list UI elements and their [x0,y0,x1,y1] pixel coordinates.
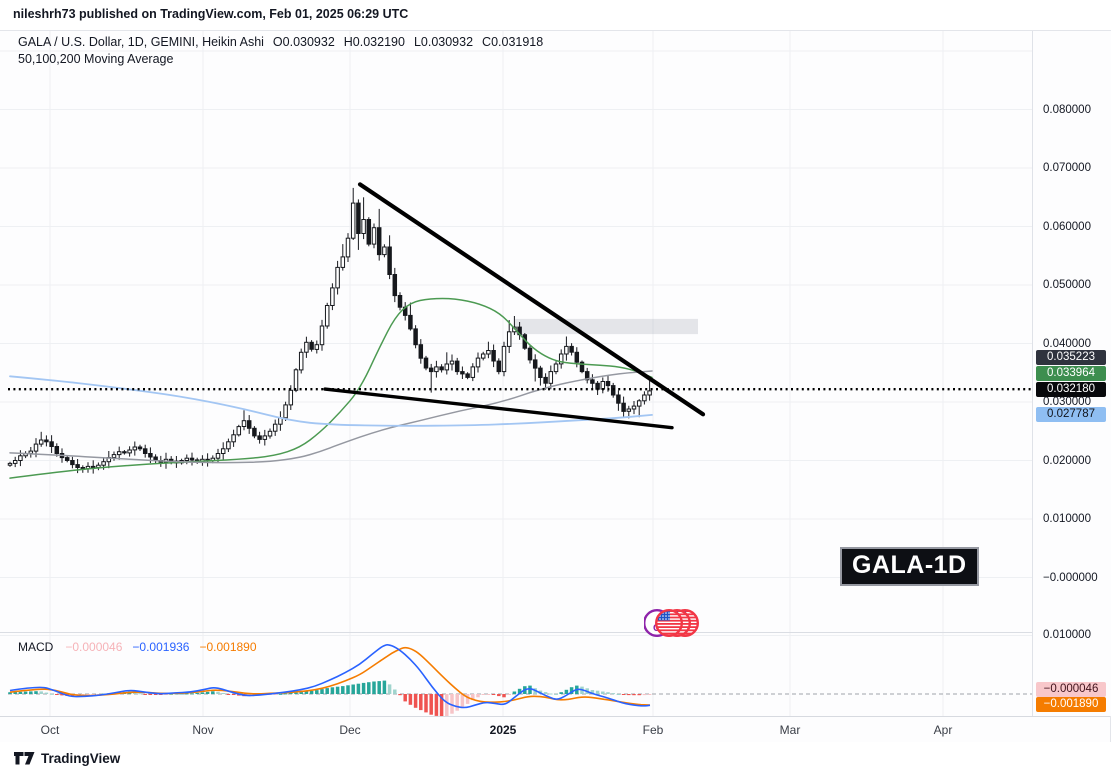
published-byline: nileshrh73 published on TradingView.com,… [13,7,409,21]
ohlc-high: H0.032190 [343,35,405,49]
price-tick-label: 0.040000 [1043,337,1091,350]
price-axis-badge: −0.001890 [1036,696,1106,712]
price-axis-badge: 0.035223 [1036,349,1106,365]
chart-legend: GALA / U.S. Dollar, 1D, GEMINI, Heikin A… [18,35,543,66]
price-tick-label: 0.020000 [1043,454,1091,467]
macd-legend-row[interactable]: MACD −0.000046 −0.001936 −0.001890 [18,640,277,654]
time-axis-scale[interactable]: Oct Nov Dec 2025 Feb Mar Apr [0,716,1110,744]
time-axis-label: Oct [40,723,60,737]
chart-container: GALA / U.S. Dollar, 1D, GEMINI, Heikin A… [0,30,1111,744]
macd-value: −0.001936 [132,640,190,654]
price-tick-label: 0.070000 [1043,162,1091,174]
price-axis-badge: 0.033964 [1036,365,1106,381]
footer-bar: TradingView [0,742,1119,777]
ohlc-close: C0.031918 [482,35,544,49]
usd-flag-icon [656,610,682,636]
publish-header: nileshrh73 published on TradingView.com,… [0,0,1119,30]
symbol-interval-watermark: GALA-1D [840,547,979,586]
price-tick-label: 0.060000 [1043,220,1091,233]
price-axis-badge: 0.032180 [1036,381,1106,397]
time-axis-label: Apr [933,723,953,737]
symbol-title: GALA / U.S. Dollar, 1D, GEMINI, Heikin A… [18,35,264,49]
tradingview-logo-icon [14,752,35,765]
symbol-pair-watermark: G [644,603,708,643]
price-tick-label: 0.030000 [1043,396,1091,408]
symbol-legend-row[interactable]: GALA / U.S. Dollar, 1D, GEMINI, Heikin A… [18,35,543,49]
price-axis-scale[interactable]: 0.080000 0.070000 0.060000 0.050000 0.040000… [1032,31,1111,716]
price-tick-label: 0.010000 [1043,628,1091,641]
price-pane-canvas[interactable] [0,31,1032,632]
time-axis-label: Feb [642,723,664,737]
macd-pane-canvas[interactable] [0,632,1032,717]
price-axis-badge: −0.000046 [1036,681,1106,697]
ohlc-open: O0.030932 [272,35,335,49]
time-axis-label: Mar [779,723,801,737]
time-axis-label: Dec [339,723,361,737]
price-tick-label: 0.010000 [1043,513,1091,525]
price-tick-label: −0.000000 [1043,571,1098,584]
macd-label: MACD [18,640,54,654]
time-axis-label: 2025 [489,723,517,737]
price-axis-badge: 0.027787 [1036,407,1106,423]
ohlc-low: L0.030932 [413,35,474,49]
tradingview-brand-link[interactable]: TradingView [14,751,120,766]
ma-legend-row[interactable]: 50,100,200 Moving Average [18,52,174,66]
macd-value: −0.001890 [199,640,257,654]
macd-values: −0.000046 −0.001936 −0.001890 [65,640,266,654]
time-axis-label: Nov [192,723,214,737]
macd-value: −0.000046 [65,640,123,654]
tradingview-brand-text: TradingView [41,751,121,766]
price-tick-label: 0.080000 [1043,103,1091,116]
price-tick-label: 0.050000 [1043,279,1091,291]
